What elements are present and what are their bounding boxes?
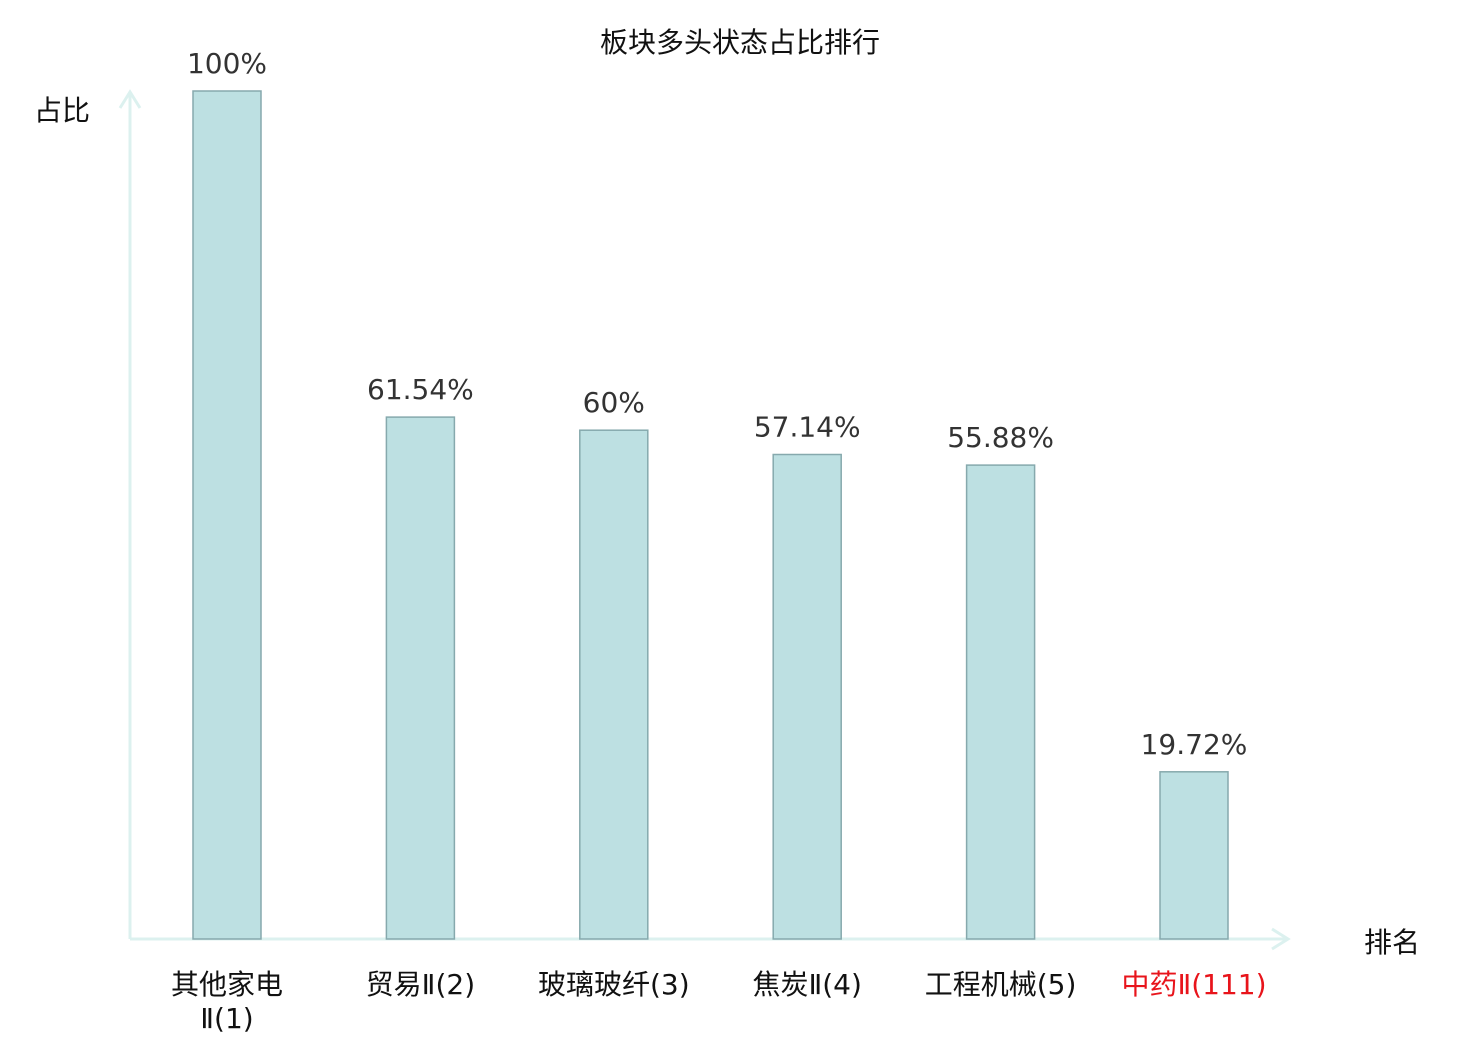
category-label: 工程机械(5) — [925, 968, 1077, 1001]
value-label: 57.14% — [754, 411, 861, 444]
category-label: 贸易Ⅱ(2) — [366, 968, 475, 1001]
value-labels-group: 100% 61.54% 60% 57.14% 55.88% 19.72% — [187, 47, 1247, 761]
y-axis — [118, 89, 142, 939]
category-label: 中药Ⅱ(111) — [1121, 968, 1266, 1001]
bars-group — [192, 90, 1229, 940]
value-label: 100% — [187, 47, 267, 80]
y-axis-arrow — [118, 89, 142, 109]
bar — [579, 429, 649, 940]
category-label: 玻璃玻纤(3) — [538, 968, 690, 1001]
value-label: 55.88% — [947, 421, 1054, 454]
chart-title: 板块多头状态占比排行 — [600, 26, 880, 59]
x-axis-arrow — [1271, 927, 1291, 951]
bar — [965, 464, 1036, 940]
value-label: 60% — [583, 386, 645, 419]
category-label: 焦炭Ⅱ(4) — [752, 968, 861, 1001]
bar — [385, 416, 456, 940]
bar — [192, 90, 262, 940]
bar — [772, 453, 842, 940]
x-axis — [130, 927, 1291, 951]
y-axis-label: 占比 — [34, 94, 90, 127]
x-axis-label: 排名 — [1364, 926, 1420, 959]
bar — [1159, 771, 1229, 940]
category-label: 其他家电 — [171, 968, 283, 1001]
value-label: 61.54% — [367, 373, 474, 406]
category-label: Ⅱ(1) — [200, 1002, 253, 1035]
value-label: 19.72% — [1141, 728, 1248, 761]
